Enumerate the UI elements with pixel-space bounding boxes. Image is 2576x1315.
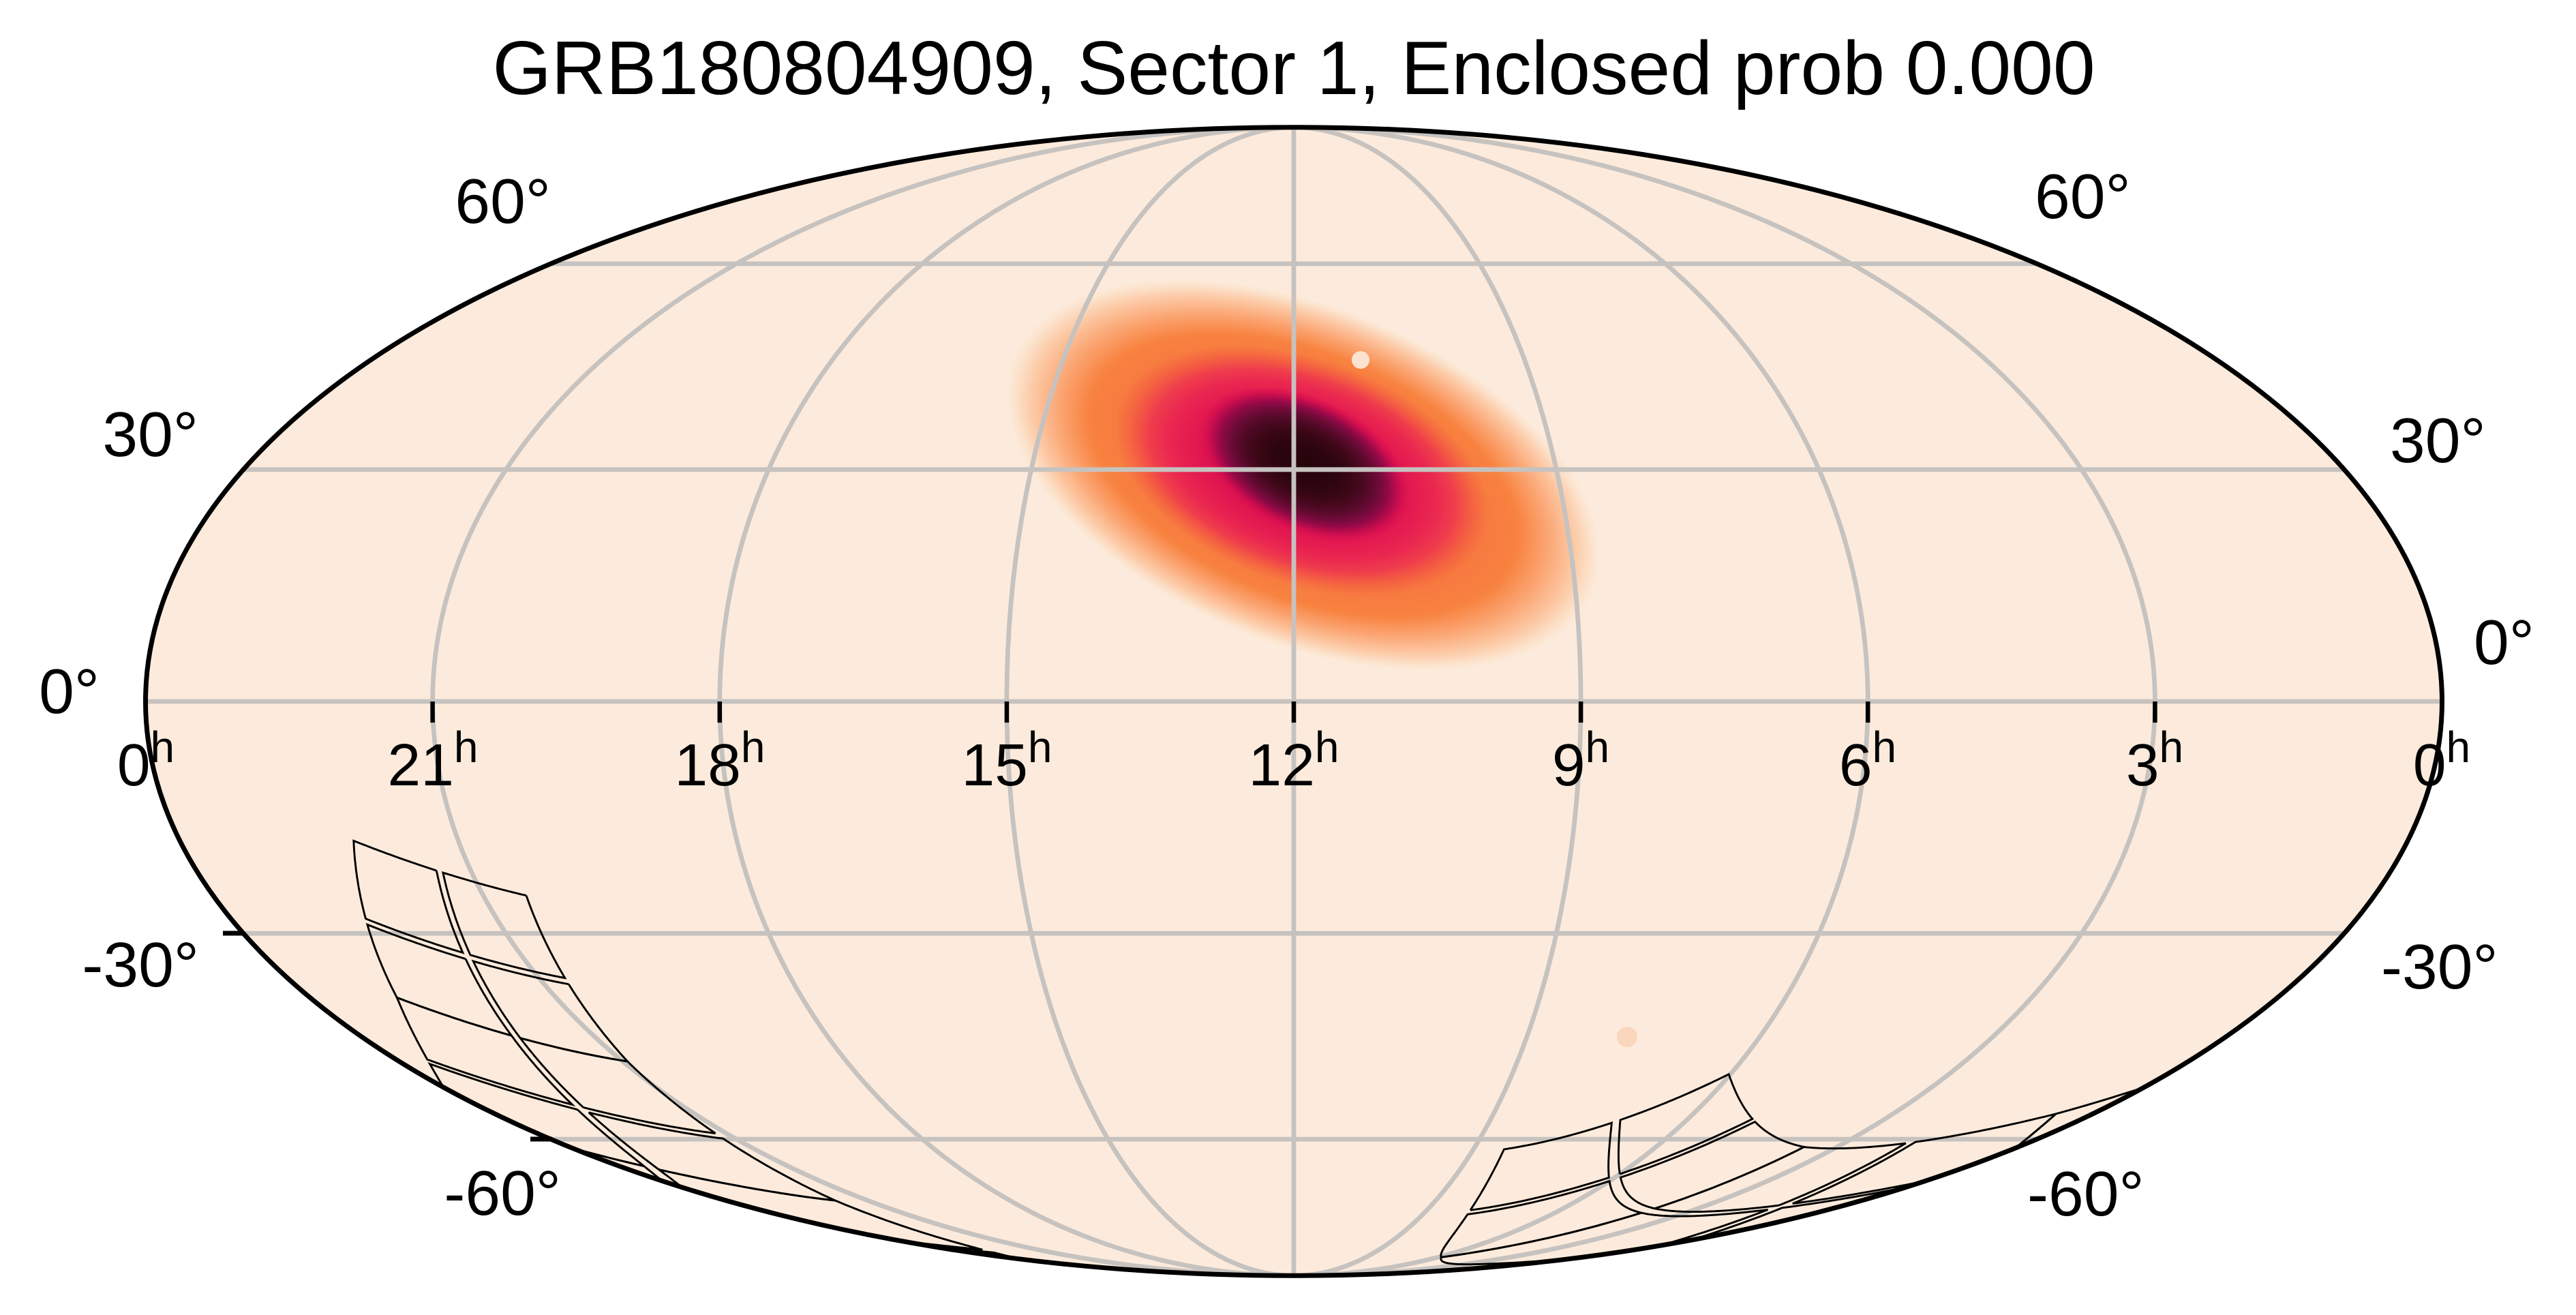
svg-text:-60°: -60°	[2027, 1158, 2145, 1229]
svg-text:12h: 12h	[1249, 723, 1339, 798]
svg-text:GRB180804909, Sector 1, Enclos: GRB180804909, Sector 1, Enclosed prob 0.…	[492, 26, 2095, 110]
svg-text:-30°: -30°	[2381, 931, 2498, 1002]
svg-text:60°: 60°	[455, 166, 551, 237]
svg-text:0h: 0h	[117, 723, 175, 798]
svg-text:-30°: -30°	[82, 929, 199, 1000]
svg-text:15h: 15h	[962, 723, 1052, 798]
svg-text:6h: 6h	[1839, 723, 1896, 798]
svg-text:-60°: -60°	[444, 1158, 561, 1228]
svg-text:60°: 60°	[2035, 161, 2131, 232]
svg-text:30°: 30°	[102, 399, 198, 470]
svg-text:0°: 0°	[2474, 607, 2534, 678]
svg-text:0°: 0°	[39, 656, 100, 727]
svg-text:30°: 30°	[2390, 405, 2486, 476]
